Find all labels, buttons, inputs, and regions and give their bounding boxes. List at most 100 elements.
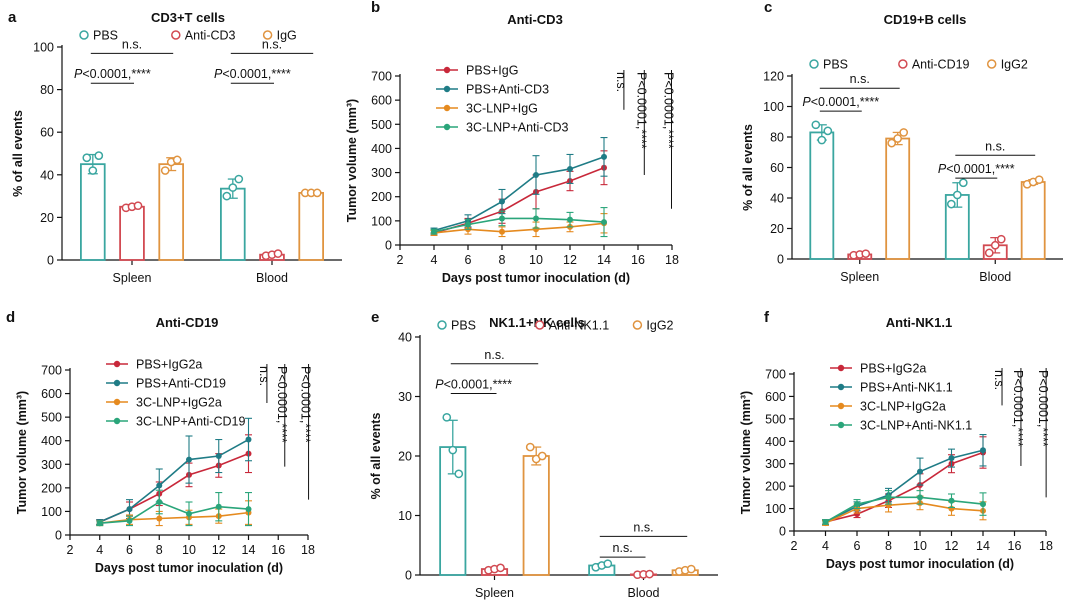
legend-marker: [837, 364, 845, 372]
significance-label: n.s.: [992, 370, 1006, 390]
data-point: [601, 219, 607, 226]
significance-label: n.s.: [614, 72, 628, 92]
series-igg2: [522, 442, 699, 576]
y-tick-label: 10: [398, 509, 412, 523]
legend-marker: [113, 360, 121, 368]
y-tick-label: 40: [770, 192, 784, 206]
significance-label: n.s.: [262, 37, 282, 51]
legend-label: 3C-LNP+IgG2a: [136, 396, 222, 410]
data-point: [952, 190, 962, 200]
data-point: [499, 198, 505, 205]
data-point: [448, 445, 458, 455]
legend-marker: [443, 123, 451, 131]
data-point: [917, 494, 923, 501]
data-point: [533, 215, 539, 222]
data-point: [215, 503, 222, 510]
data-point: [893, 134, 903, 143]
data-point: [172, 155, 182, 165]
data-point: [811, 120, 821, 130]
x-tick-label: 16: [1008, 539, 1022, 553]
panel-label-d: d: [6, 309, 15, 326]
panel-title-c: CD19+B cells: [884, 12, 967, 27]
y-tick-label: 0: [777, 253, 784, 267]
y-tick-label: 500: [41, 411, 62, 425]
data-point: [822, 519, 829, 526]
series-line: [825, 451, 984, 523]
data-point: [948, 455, 955, 462]
y-tick-label: 400: [765, 435, 786, 449]
series-line: [433, 222, 605, 234]
legend-label: PBS+IgG2a: [136, 358, 202, 372]
series-line: [825, 502, 984, 524]
series-pbs-igg2a: [96, 434, 252, 526]
legend-marker: [809, 59, 819, 69]
x-category-label: Blood: [256, 271, 288, 285]
legend-marker: [443, 104, 451, 112]
data-point: [686, 564, 696, 574]
y-axis-label: Tumor volume (mm³): [15, 391, 29, 514]
y-tick-label: 700: [41, 364, 62, 378]
x-tick-label: 4: [96, 543, 103, 557]
data-point: [499, 228, 505, 235]
x-category-label: Spleen: [113, 271, 152, 285]
y-tick-label: 300: [371, 166, 392, 180]
data-point: [186, 510, 192, 517]
x-tick-label: 6: [854, 539, 861, 553]
y-tick-label: 0: [385, 239, 392, 253]
x-axis-label: Days post tumor inoculation (d): [442, 271, 630, 285]
significance-label: n.s.: [122, 37, 142, 51]
panel-a: 0 20 40 60 80 100 % of all events Spleen Blood PB…: [11, 29, 342, 285]
legend-marker: [837, 421, 845, 429]
x-tick-label: 18: [301, 543, 315, 557]
data-point: [133, 201, 143, 211]
series-pbs-anti-cd19: [96, 417, 252, 526]
series-line: [99, 501, 249, 525]
bar: [80, 163, 106, 261]
legend-marker: [986, 59, 997, 69]
data-point: [156, 515, 163, 522]
data-point: [215, 453, 222, 460]
legend-label: Anti-CD19: [912, 58, 970, 72]
data-point: [126, 506, 133, 513]
y-axis-label: Tumor volume (mm³): [345, 99, 359, 222]
legend-label: PBS+IgG: [466, 64, 518, 78]
y-tick-label: 80: [40, 83, 54, 97]
y-tick-label: 100: [371, 214, 392, 228]
significance-label: n.s.: [257, 366, 271, 386]
x-tick-label: 10: [529, 253, 543, 267]
series-igg: [158, 155, 324, 261]
legend-marker: [443, 66, 451, 74]
y-tick-label: 600: [371, 94, 392, 108]
y-tick-label: 30: [398, 390, 412, 404]
significance-label: n.s.: [613, 541, 633, 555]
x-tick-label: 6: [465, 253, 472, 267]
data-point: [885, 494, 892, 501]
legend-label: 3C-LNP+Anti-CD3: [466, 121, 569, 135]
legend-label: PBS+IgG2a: [860, 362, 926, 376]
data-point: [899, 128, 909, 137]
data-point: [861, 249, 871, 259]
data-point: [990, 240, 1000, 250]
x-tick-label: 10: [182, 543, 196, 557]
x-tick-label: 16: [631, 253, 645, 267]
legend-label: 3C-LNP+Anti-NK1.1: [860, 419, 972, 433]
y-tick-label: 60: [40, 126, 54, 140]
panel-label-e: e: [371, 309, 379, 326]
series-line: [433, 217, 605, 233]
series-igg2: [885, 128, 1046, 260]
y-tick-label: 0: [47, 254, 54, 268]
data-point: [88, 166, 98, 175]
significance-label: P<0.0001,****: [1036, 370, 1050, 447]
panel-label-c: c: [764, 0, 772, 16]
data-point: [156, 499, 163, 505]
x-category-label: Spleen: [475, 586, 514, 600]
x-axis-label: Days post tumor inoculation (d): [826, 557, 1014, 571]
data-point: [431, 228, 437, 235]
y-tick-label: 500: [765, 412, 786, 426]
x-tick-label: 16: [271, 543, 285, 557]
legend-marker: [837, 383, 845, 391]
data-point: [312, 188, 322, 198]
series-line: [99, 438, 249, 523]
data-point: [603, 559, 613, 569]
series-line: [433, 156, 605, 232]
